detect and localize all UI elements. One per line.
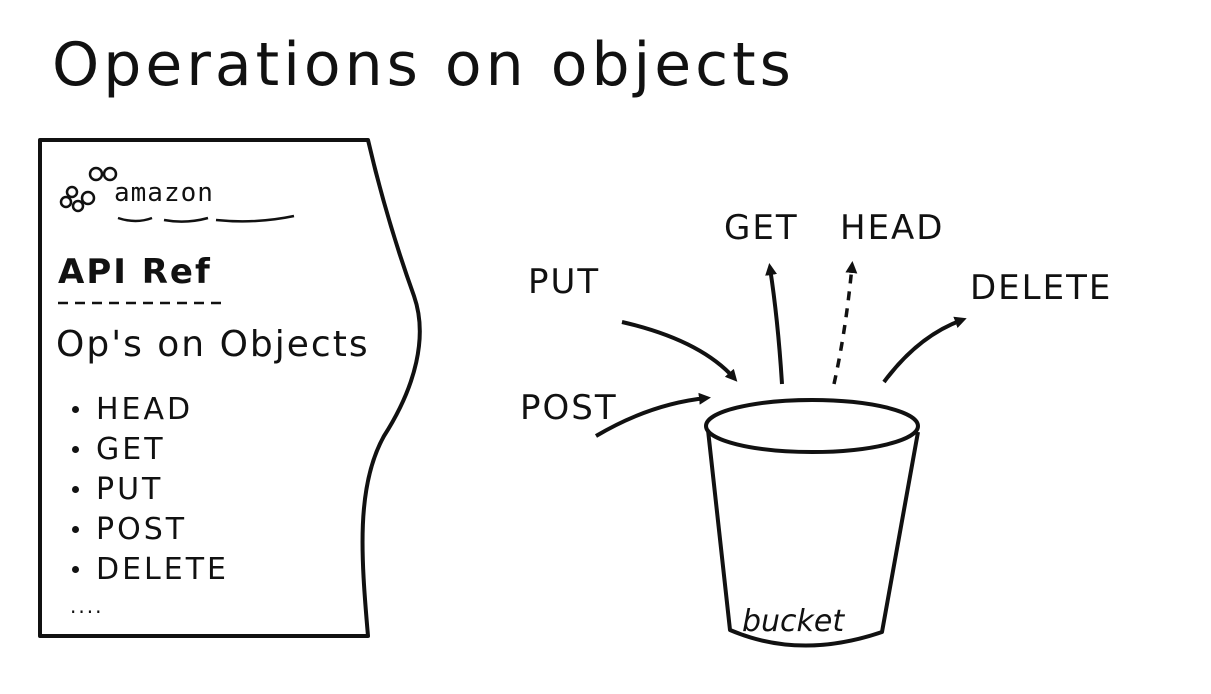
logo-circles-icon [59,166,118,213]
more-operations-ellipsis: .... [70,594,104,618]
list-item: PUT [66,470,229,510]
page-title: Operations on objects [52,30,795,100]
bullet-icon [72,526,79,533]
get-arrow [765,263,784,385]
head-label: HEAD [840,208,945,248]
get-label: GET [724,208,799,248]
operations-list: HEAD GET PUT POST DELETE [66,390,229,590]
amazon-logo: amazon [58,158,298,228]
ops-on-objects-heading: Op's on Objects [56,324,370,365]
logo-smile-icon [117,214,295,223]
head-arrow [832,261,858,385]
logo-text: amazon [114,178,214,208]
post-label: POST [520,388,618,428]
list-item: DELETE [66,550,229,590]
bullet-icon [72,486,79,493]
api-ref-underline [58,301,226,305]
bullet-icon [72,446,79,453]
bucket-icon [704,398,920,648]
bullet-icon [72,566,79,573]
post-arrow [594,392,711,438]
api-ref-heading: API Ref [58,252,212,292]
list-item: HEAD [66,390,229,430]
api-reference-document: amazon API Ref Op's on Objects HEAD GET … [36,136,436,644]
bullet-icon [72,406,79,413]
put-arrow [621,320,738,382]
delete-label: DELETE [970,268,1113,308]
list-item: GET [66,430,229,470]
bucket-label: bucket [742,604,845,639]
delete-arrow [882,316,967,384]
document-outline [38,138,422,638]
put-label: PUT [528,262,601,302]
list-item: POST [66,510,229,550]
